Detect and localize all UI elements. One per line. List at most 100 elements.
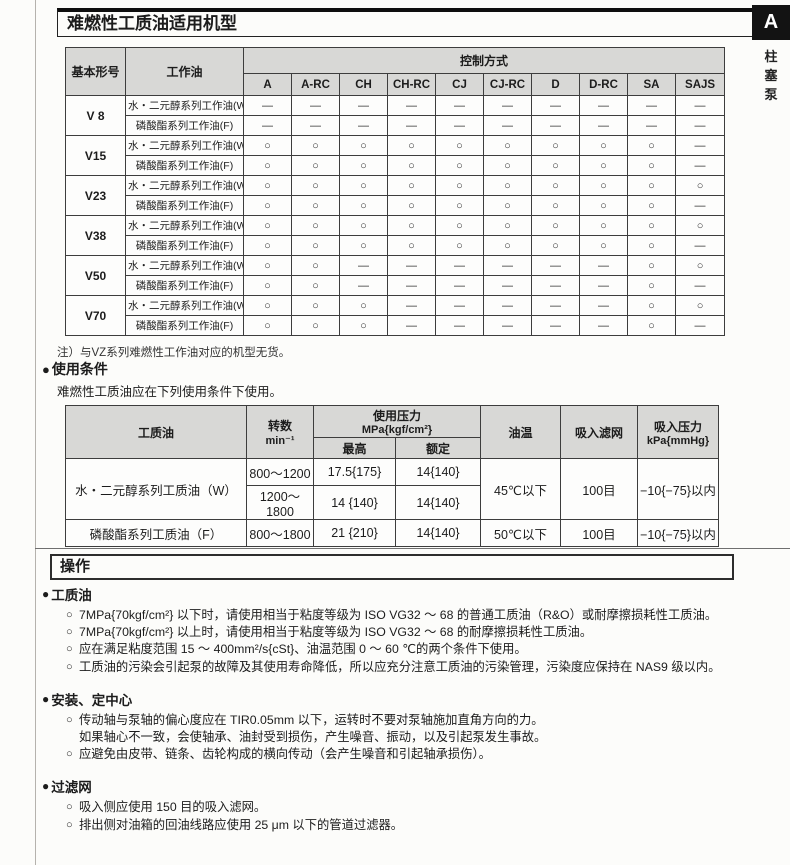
compatible-circle-cell: ○ — [339, 295, 388, 316]
compatible-circle-cell: ○ — [243, 215, 292, 236]
compatible-circle-cell: ○ — [243, 315, 292, 336]
oil-type-cell: 水・二元醇系列工作油(W) — [125, 175, 244, 196]
speed-column-header: 转数 min⁻¹ — [246, 405, 314, 459]
speed-range-cell: 800～1800 — [246, 519, 314, 547]
not-available-dash-cell: — — [339, 95, 388, 116]
operation-group: ● 安装、定中心 ○ 传动轴与泵轴的偏心度应在 TIR0.05mm 以下，运转时不要对… — [42, 689, 758, 764]
control-type-header: CH-RC — [387, 73, 436, 96]
compatible-circle-cell: ○ — [627, 235, 676, 256]
oil-temp-cell: 50℃以下 — [480, 519, 562, 547]
model-table-header-row1: 基本形号 工作油 控制方式 — [65, 47, 726, 96]
not-available-dash-cell: — — [674, 95, 726, 116]
compatible-circle-cell: ○ — [339, 235, 388, 256]
control-type-header: SAJS — [674, 73, 726, 96]
compatible-circle-cell: ○ — [291, 195, 340, 216]
compatible-circle-cell: ○ — [483, 235, 532, 256]
pressure-max-header: 最高 — [313, 437, 396, 459]
dot-bullet-icon: ● — [42, 587, 50, 601]
model-table-row: 磷酸酯系列工作油(F) ○ ○ ○ ○ ○ ○ ○ ○ ○ — — [66, 235, 726, 256]
compatible-circle-cell: ○ — [531, 175, 580, 196]
compatible-circle-cell: ○ — [627, 295, 676, 316]
not-available-dash-cell: — — [483, 95, 532, 116]
operation-note-item: ○ 应避免由皮带、链条、齿轮构成的横向传动（会产生噪音和引起轴承损伤）。 — [66, 746, 758, 763]
model-table-row: V70 水・二元醇系列工作油(W) ○ ○ ○ — — — — — ○ ○ — [65, 295, 726, 336]
usage-table-header-row1: 工质油 转数 min⁻¹ 使用压力 MPa{kgf/cm²} 油温 吸入滤网 吸… — [65, 405, 720, 459]
speed-range-cell: 800～1200 — [246, 458, 314, 486]
compatible-circle-cell: ○ — [674, 175, 726, 196]
compatible-circle-cell: ○ — [579, 215, 628, 236]
compatible-circle-cell: ○ — [243, 295, 292, 316]
not-available-dash-cell: — — [387, 295, 436, 316]
control-type-header: A-RC — [291, 73, 340, 96]
not-available-dash-cell: — — [627, 115, 676, 136]
control-type-header: SA — [627, 73, 676, 96]
operation-note-text: 应避免由皮带、链条、齿轮构成的横向传动（会产生噪音和引起轴承损伤）。 — [79, 747, 491, 762]
page-left-rule — [35, 0, 36, 865]
pressure-column-header: 使用压力 MPa{kgf/cm²} — [312, 405, 482, 438]
operation-note-text: 7MPa{70kgf/cm²} 以下时，请使用相当于粘度等级为 ISO VG32… — [79, 608, 718, 622]
pressure-header-label: 使用压力 — [373, 409, 422, 423]
oil-type-cell: 水・二元醇系列工作油(W) — [125, 95, 244, 116]
not-available-dash-cell: — — [387, 315, 436, 336]
compatible-circle-cell: ○ — [339, 215, 388, 236]
not-available-dash-cell: — — [435, 95, 484, 116]
compatible-circle-cell: ○ — [674, 215, 726, 236]
model-name-cell: V38 — [65, 215, 126, 256]
operation-group-heading: ● 工质油 — [42, 584, 758, 604]
not-available-dash-cell: — — [339, 115, 388, 136]
usage-conditions-table: 工质油 转数 min⁻¹ 使用压力 MPa{kgf/cm²} 油温 吸入滤网 吸… — [65, 405, 720, 547]
compatible-circle-cell: ○ — [435, 195, 484, 216]
compatible-circle-cell: ○ — [674, 295, 726, 316]
table-note: 注）与VZ系列难燃性工作油对应的机型无货。 — [57, 347, 291, 359]
compatible-circle-cell: ○ — [291, 255, 340, 276]
compatible-circle-cell: ○ — [531, 135, 580, 156]
compatible-circle-cell: ○ — [435, 135, 484, 156]
circle-bullet-icon: ○ — [66, 748, 73, 761]
compatible-circle-cell: ○ — [579, 195, 628, 216]
not-available-dash-cell: — — [674, 155, 726, 176]
dot-bullet-icon: ● — [42, 691, 50, 706]
not-available-dash-cell: — — [435, 255, 484, 276]
not-available-dash-cell: — — [531, 275, 580, 296]
compatible-circle-cell: ○ — [627, 315, 676, 336]
not-available-dash-cell: — — [435, 315, 484, 336]
operation-group-heading-label: 工质油 — [51, 588, 92, 603]
not-available-dash-cell: — — [674, 135, 726, 156]
usage-table-header-row2: 最高 额定 — [66, 437, 719, 459]
oil-type-cell: 磷酸酯系列工作油(F) — [125, 235, 244, 256]
model-table-row: V 8 水・二元醇系列工作油(W) — — — — — — — — — — — [65, 95, 726, 136]
compatible-circle-cell: ○ — [435, 215, 484, 236]
compatible-circle-cell: ○ — [483, 215, 532, 236]
circle-bullet-icon: ○ — [66, 626, 73, 639]
suction-header-label: 吸入压力 — [654, 419, 703, 434]
not-available-dash-cell: — — [579, 255, 628, 276]
not-available-dash-cell: — — [674, 115, 726, 136]
compatible-circle-cell: ○ — [243, 255, 292, 276]
compatible-circle-cell: ○ — [579, 135, 628, 156]
pressure-max-cell: 17.5{175} — [313, 458, 396, 486]
fluid-name-cell: 磷酸酯系列工质油（F） — [65, 519, 247, 547]
sidebar-category-char: 泵 — [764, 87, 778, 102]
compatible-circle-cell: ○ — [483, 175, 532, 196]
pressure-header-unit: MPa{kgf/cm²} — [361, 424, 433, 436]
compatible-circle-cell: ○ — [291, 215, 340, 236]
operation-note-item: ○ 工质油的污染会引起泵的故障及其使用寿命降低，所以应充分注意工质油的污染管理，污… — [66, 659, 758, 676]
model-table-row: 磷酸酯系列工作油(F) ○ ○ ○ — — — — — ○ — — [66, 315, 726, 336]
compatible-circle-cell: ○ — [531, 235, 580, 256]
compatible-circle-cell: ○ — [291, 315, 340, 336]
not-available-dash-cell: — — [387, 275, 436, 296]
dot-bullet-icon: ● — [42, 779, 50, 794]
compatible-circle-cell: ○ — [435, 175, 484, 196]
oil-type-cell: 磷酸酯系列工作油(F) — [125, 315, 244, 336]
circle-bullet-icon: ○ — [66, 713, 73, 726]
compatible-circle-cell: ○ — [387, 175, 436, 196]
usage-table-row: 水・二元醇系列工质油（W） 800～1200 17.5{175} 14{140} 45℃… — [65, 458, 720, 520]
not-available-dash-cell: — — [531, 315, 580, 336]
page-title: 难燃性工质油适用机型 — [57, 8, 754, 37]
compatible-circle-cell: ○ — [243, 155, 292, 176]
model-name-cell: V23 — [65, 175, 126, 216]
fluid-name-cell: 水・二元醇系列工质油（W） — [65, 458, 247, 520]
operation-section-title: 操作 — [50, 554, 734, 580]
compatible-circle-cell: ○ — [291, 175, 340, 196]
operation-group-heading: ● 安装、定中心 — [42, 689, 758, 709]
